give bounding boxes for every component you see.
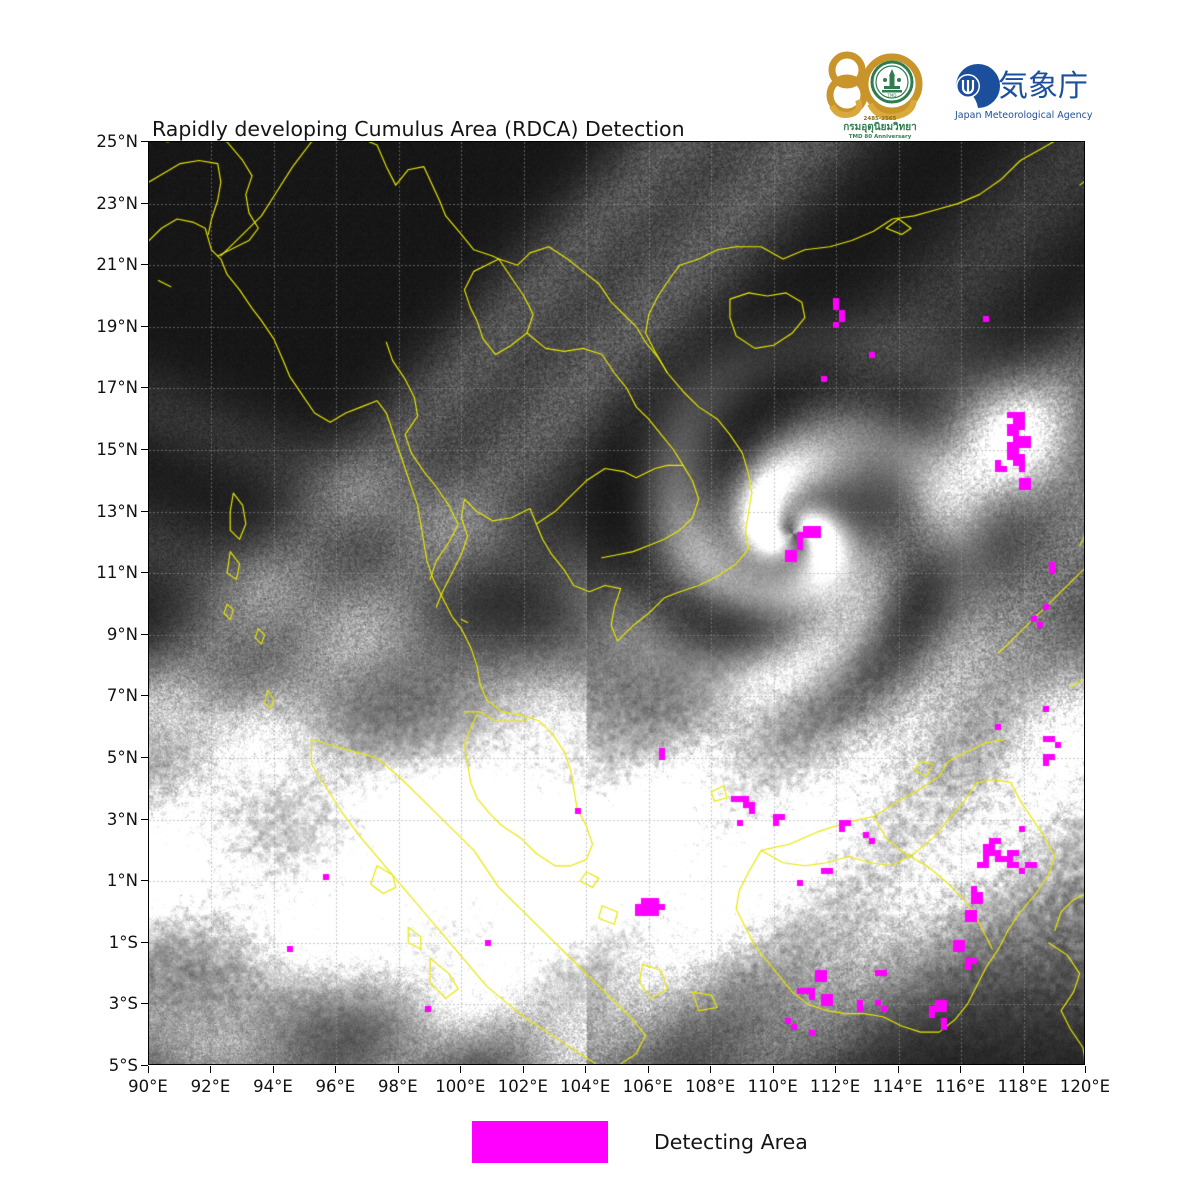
x-axis-tick-label: 102°E — [497, 1077, 548, 1096]
x-axis-tick-mark — [585, 1066, 587, 1073]
x-axis-tick-label: 90°E — [128, 1077, 168, 1096]
x-axis-tick-mark — [960, 1066, 962, 1073]
y-axis-tick-label: 7°N — [106, 686, 138, 706]
x-axis-tick-mark — [397, 1066, 399, 1073]
x-axis-tick-label: 114°E — [872, 1077, 923, 1096]
y-axis-tick-mark — [141, 387, 148, 389]
y-axis-tick-label: 3°N — [106, 809, 138, 829]
x-axis-tick-label: 110°E — [747, 1077, 798, 1096]
y-axis-tick-mark — [141, 757, 148, 758]
x-axis-tick-label: 108°E — [685, 1077, 736, 1096]
x-axis-tick-mark — [772, 1066, 774, 1073]
x-axis-tick-label: 112°E — [810, 1077, 861, 1096]
x-axis-tick-mark — [148, 1066, 149, 1073]
y-axis-tick-label: 17°N — [96, 378, 138, 398]
svg-text:TMD: TMD — [887, 93, 897, 98]
x-axis-tick-label: 120°E — [1059, 1077, 1111, 1096]
y-axis-tick-label: 23°N — [96, 193, 138, 213]
y-axis-tick-mark — [141, 325, 148, 327]
x-axis-tick-mark — [522, 1066, 524, 1073]
y-axis-tick-mark — [141, 264, 148, 266]
y-axis-tick-mark — [141, 1003, 148, 1005]
x-axis-tick-label: 92°E — [190, 1077, 231, 1096]
x-axis-tick-mark — [460, 1066, 462, 1073]
x-axis-tick-mark — [647, 1066, 649, 1073]
legend-label: Detecting Area — [654, 1130, 808, 1154]
x-axis-tick-label: 104°E — [560, 1077, 611, 1096]
y-axis-tick-label: 19°N — [96, 316, 138, 336]
y-axis-tick-mark — [141, 818, 148, 820]
x-axis-tick-mark — [272, 1066, 274, 1073]
y-axis-tick-mark — [141, 202, 148, 204]
y-axis-tick-mark — [141, 695, 148, 697]
jma-logo: 気象庁 Japan Meteorological Agency — [954, 64, 1093, 121]
legend: Detecting Area — [472, 1121, 808, 1163]
x-axis-tick-label: 106°E — [622, 1077, 673, 1096]
y-axis-tick-label: 1°N — [106, 871, 138, 891]
satellite-map[interactable] — [148, 141, 1085, 1065]
tmd-subtitle: TMD 80 Anniversary — [849, 134, 912, 140]
x-axis-tick-mark — [1022, 1066, 1024, 1073]
y-axis-tick-mark — [141, 510, 148, 512]
x-axis-tick-label: 116°E — [934, 1077, 986, 1096]
legend-color-swatch — [472, 1121, 608, 1163]
x-axis-tick-mark — [835, 1066, 837, 1073]
y-axis-tick-mark — [141, 633, 148, 635]
y-axis-tick-label: 25°N — [96, 132, 138, 151]
satellite-imagery-canvas — [149, 142, 1084, 1064]
y-axis-tick-label: 21°N — [96, 255, 138, 275]
jma-mark-icon — [956, 64, 1000, 108]
logo-group: TMD 2485-2565 กรมอุตุนิยมวิทยา TMD 80 An… — [812, 48, 1102, 140]
x-axis-tick-mark — [210, 1066, 212, 1073]
y-axis-tick-mark — [141, 880, 148, 882]
y-axis-tick-mark — [141, 941, 148, 943]
tmd-years: 2485-2565 — [864, 116, 897, 122]
y-axis-tick-label: 1°S — [108, 932, 138, 952]
y-axis-tick-mark — [141, 141, 148, 142]
x-axis-tick-label: 98°E — [378, 1077, 418, 1096]
jma-kanji: 気象庁 — [998, 69, 1088, 104]
jma-english: Japan Meteorological Agency — [954, 110, 1093, 121]
tmd-80th-anniversary-logo: TMD 2485-2565 กรมอุตุนิยมวิทยา TMD 80 An… — [826, 51, 923, 140]
x-axis-tick-label: 118°E — [997, 1077, 1048, 1096]
x-axis-tick-mark — [710, 1066, 712, 1073]
tmd-thai-name: กรมอุตุนิยมวิทยา — [843, 121, 917, 133]
y-axis-tick-label: 5°N — [106, 748, 138, 767]
x-axis-tick-label: 96°E — [315, 1077, 356, 1096]
title-line-1: Rapidly developing Cumulus Area (RDCA) D… — [152, 117, 685, 141]
y-axis-tick-mark — [141, 572, 148, 574]
y-axis-tick-label: 3°S — [108, 994, 138, 1014]
y-axis-tick-label: 11°N — [96, 563, 138, 583]
x-axis-tick-label: 100°E — [435, 1077, 486, 1096]
y-axis-tick-label: 13°N — [96, 501, 138, 521]
y-axis-tick-mark — [141, 1065, 148, 1066]
y-axis-tick-mark — [141, 449, 148, 450]
x-axis-tick-mark — [335, 1066, 337, 1073]
x-axis-tick-mark — [1085, 1066, 1086, 1073]
x-axis-tick-label: 94°E — [253, 1077, 293, 1096]
y-axis-tick-label: 9°N — [106, 624, 138, 644]
y-axis-tick-label: 5°S — [108, 1056, 138, 1075]
y-axis-tick-label: 15°N — [96, 440, 138, 459]
x-axis-tick-mark — [897, 1066, 899, 1073]
